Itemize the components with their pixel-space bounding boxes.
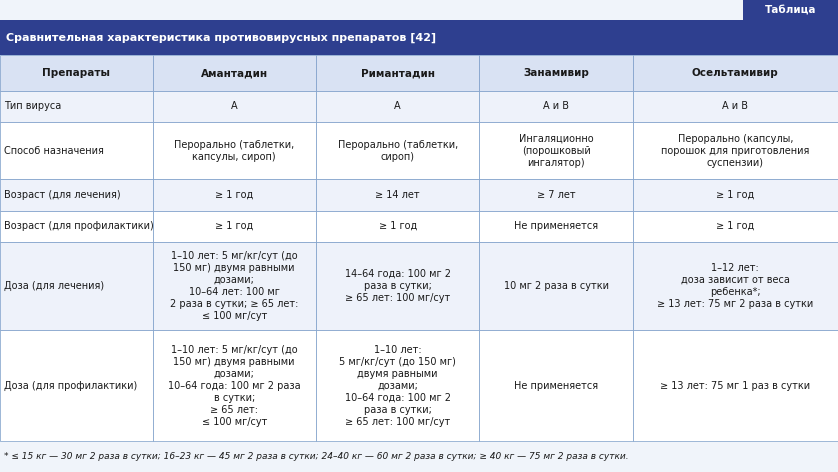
FancyBboxPatch shape — [0, 122, 153, 179]
Text: * ≤ 15 кг — 30 мг 2 раза в сутки; 16–23 кг — 45 мг 2 раза в сутки; 24–40 кг — 60: * ≤ 15 кг — 30 мг 2 раза в сутки; 16–23 … — [4, 452, 628, 461]
Text: Перорально (таблетки,
капсулы, сироп): Перорально (таблетки, капсулы, сироп) — [174, 140, 294, 162]
Text: ≥ 1 год: ≥ 1 год — [215, 190, 253, 200]
FancyBboxPatch shape — [0, 179, 153, 211]
FancyBboxPatch shape — [316, 242, 479, 330]
Text: Ингаляционно
(порошковый
ингалятор): Ингаляционно (порошковый ингалятор) — [519, 134, 593, 168]
FancyBboxPatch shape — [479, 179, 633, 211]
FancyBboxPatch shape — [479, 91, 633, 122]
FancyBboxPatch shape — [0, 20, 838, 55]
Text: ≥ 7 лет: ≥ 7 лет — [536, 190, 576, 200]
FancyBboxPatch shape — [479, 122, 633, 179]
Text: Доза (для лечения): Доза (для лечения) — [4, 281, 104, 291]
FancyBboxPatch shape — [633, 122, 838, 179]
Text: ≥ 1 год: ≥ 1 год — [716, 190, 754, 200]
Text: Способ назначения: Способ назначения — [4, 146, 104, 156]
Text: ≥ 1 год: ≥ 1 год — [379, 221, 416, 231]
FancyBboxPatch shape — [316, 122, 479, 179]
FancyBboxPatch shape — [479, 330, 633, 441]
Text: А: А — [231, 101, 237, 111]
FancyBboxPatch shape — [316, 179, 479, 211]
FancyBboxPatch shape — [0, 330, 153, 441]
FancyBboxPatch shape — [633, 211, 838, 242]
FancyBboxPatch shape — [153, 179, 316, 211]
Text: 1–12 лет:
доза зависит от веса
ребенка*;
≥ 13 лет: 75 мг 2 раза в сутки: 1–12 лет: доза зависит от веса ребенка*;… — [657, 263, 814, 309]
FancyBboxPatch shape — [633, 242, 838, 330]
FancyBboxPatch shape — [0, 211, 153, 242]
FancyBboxPatch shape — [316, 91, 479, 122]
Text: 1–10 лет: 5 мг/кг/сут (до
150 мг) двумя равными
дозами;
10–64 года: 100 мг 2 раз: 1–10 лет: 5 мг/кг/сут (до 150 мг) двумя … — [168, 345, 301, 427]
Text: 1–10 лет:
5 мг/кг/сут (до 150 мг)
двумя равными
дозами;
10–64 года: 100 мг 2
раз: 1–10 лет: 5 мг/кг/сут (до 150 мг) двумя … — [339, 345, 456, 427]
Text: Перорально (капсулы,
порошок для приготовления
суспензии): Перорально (капсулы, порошок для пригото… — [661, 134, 810, 168]
Text: Перорально (таблетки,
сироп): Перорально (таблетки, сироп) — [338, 140, 458, 162]
Text: Не применяется: Не применяется — [514, 380, 598, 390]
FancyBboxPatch shape — [633, 330, 838, 441]
FancyBboxPatch shape — [479, 242, 633, 330]
Text: Тип вируса: Тип вируса — [4, 101, 61, 111]
FancyBboxPatch shape — [0, 441, 838, 472]
FancyBboxPatch shape — [316, 211, 479, 242]
Text: Препараты: Препараты — [42, 68, 111, 78]
Text: Осельтамивир: Осельтамивир — [692, 68, 779, 78]
FancyBboxPatch shape — [153, 242, 316, 330]
FancyBboxPatch shape — [153, 91, 316, 122]
FancyBboxPatch shape — [316, 55, 479, 91]
FancyBboxPatch shape — [153, 55, 316, 91]
FancyBboxPatch shape — [153, 122, 316, 179]
FancyBboxPatch shape — [479, 55, 633, 91]
FancyBboxPatch shape — [0, 91, 153, 122]
Text: 10 мг 2 раза в сутки: 10 мг 2 раза в сутки — [504, 281, 608, 291]
Text: Таблица: Таблица — [765, 5, 816, 15]
FancyBboxPatch shape — [316, 330, 479, 441]
Text: Амантадин: Амантадин — [200, 68, 268, 78]
Text: ≥ 14 лет: ≥ 14 лет — [375, 190, 420, 200]
FancyBboxPatch shape — [633, 91, 838, 122]
Text: 1–10 лет: 5 мг/кг/сут (до
150 мг) двумя равными
дозами;
10–64 лет: 100 мг
2 раза: 1–10 лет: 5 мг/кг/сут (до 150 мг) двумя … — [170, 251, 298, 321]
Text: ≥ 1 год: ≥ 1 год — [716, 221, 754, 231]
Text: Римантадин: Римантадин — [360, 68, 435, 78]
FancyBboxPatch shape — [0, 55, 153, 91]
Text: Доза (для профилактики): Доза (для профилактики) — [4, 380, 137, 391]
Text: Занамивир: Занамивир — [523, 68, 589, 78]
FancyBboxPatch shape — [153, 211, 316, 242]
Text: ≥ 1 год: ≥ 1 год — [215, 221, 253, 231]
FancyBboxPatch shape — [153, 330, 316, 441]
Text: А: А — [395, 101, 401, 111]
Text: ≥ 13 лет: 75 мг 1 раз в сутки: ≥ 13 лет: 75 мг 1 раз в сутки — [660, 380, 810, 390]
Text: 14–64 года: 100 мг 2
раза в сутки;
≥ 65 лет: 100 мг/сут: 14–64 года: 100 мг 2 раза в сутки; ≥ 65 … — [344, 269, 451, 303]
FancyBboxPatch shape — [633, 179, 838, 211]
Text: А и В: А и В — [722, 101, 748, 111]
Text: Возраст (для профилактики): Возраст (для профилактики) — [4, 221, 153, 231]
Text: Сравнительная характеристика противовирусных препаратов [42]: Сравнительная характеристика противовиру… — [6, 33, 436, 43]
FancyBboxPatch shape — [0, 242, 153, 330]
FancyBboxPatch shape — [479, 211, 633, 242]
FancyBboxPatch shape — [633, 55, 838, 91]
Text: А и В: А и В — [543, 101, 569, 111]
FancyBboxPatch shape — [743, 0, 838, 20]
Text: Возраст (для лечения): Возраст (для лечения) — [4, 190, 121, 200]
Text: Не применяется: Не применяется — [514, 221, 598, 231]
